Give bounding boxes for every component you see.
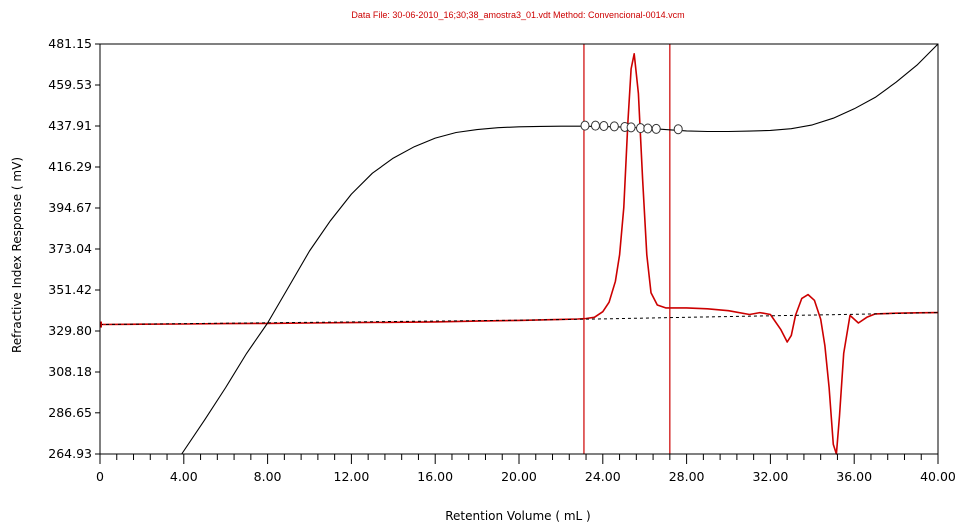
calibration-point [580,120,590,131]
y-tick-label: 264.93 [48,446,92,461]
x-tick-label: 36.00 [836,469,872,484]
plot-frame [99,43,939,455]
y-axis-label: Refractive Index Response ( mV) [10,157,24,353]
calibration-point [673,124,683,135]
calibration-curve [181,43,938,455]
y-tick-label: 373.04 [48,241,92,256]
calibration-point [626,122,636,133]
x-tick-label: 4.00 [170,469,198,484]
x-tick-label: 24.00 [585,469,621,484]
signal-trace [100,52,938,455]
x-tick-label: 28.00 [669,469,705,484]
calibration-point [636,123,646,134]
calibration-point [599,121,609,132]
x-tick-label: 8.00 [254,469,282,484]
calibration-point [643,123,653,134]
calibration-point [651,123,661,134]
x-tick-label: 20.00 [501,469,537,484]
x-tick-label: 16.00 [417,469,453,484]
y-tick-label: 437.91 [48,118,92,133]
axis-ticks: 264.93 286.65 308.18 329.80 351.42 373.04 394.… [48,36,956,484]
y-tick-label: 416.29 [48,159,92,174]
calibration-point [590,120,600,131]
y-tick-label: 286.65 [48,405,92,420]
x-tick-label: 0 [96,469,104,484]
x-tick-label: 12.00 [334,469,370,484]
y-tick-label: 459.53 [48,77,92,92]
y-tick-label: 351.42 [48,282,92,297]
series-layer [100,43,938,455]
calibration-point [609,121,619,132]
trace-start-marker [100,321,102,328]
chart-title: Data File: 30-06-2010_16;30;38_amostra3_… [351,10,684,20]
y-tick-label: 329.80 [48,323,92,338]
x-axis-label: Retention Volume ( mL ) [445,509,591,523]
y-tick-label: 394.67 [48,200,92,215]
x-tick-label: 40.00 [920,469,956,484]
baseline-trace [100,312,938,325]
x-tick-label: 32.00 [753,469,789,484]
y-tick-label: 308.18 [48,364,92,379]
y-tick-label: 481.15 [48,36,92,51]
